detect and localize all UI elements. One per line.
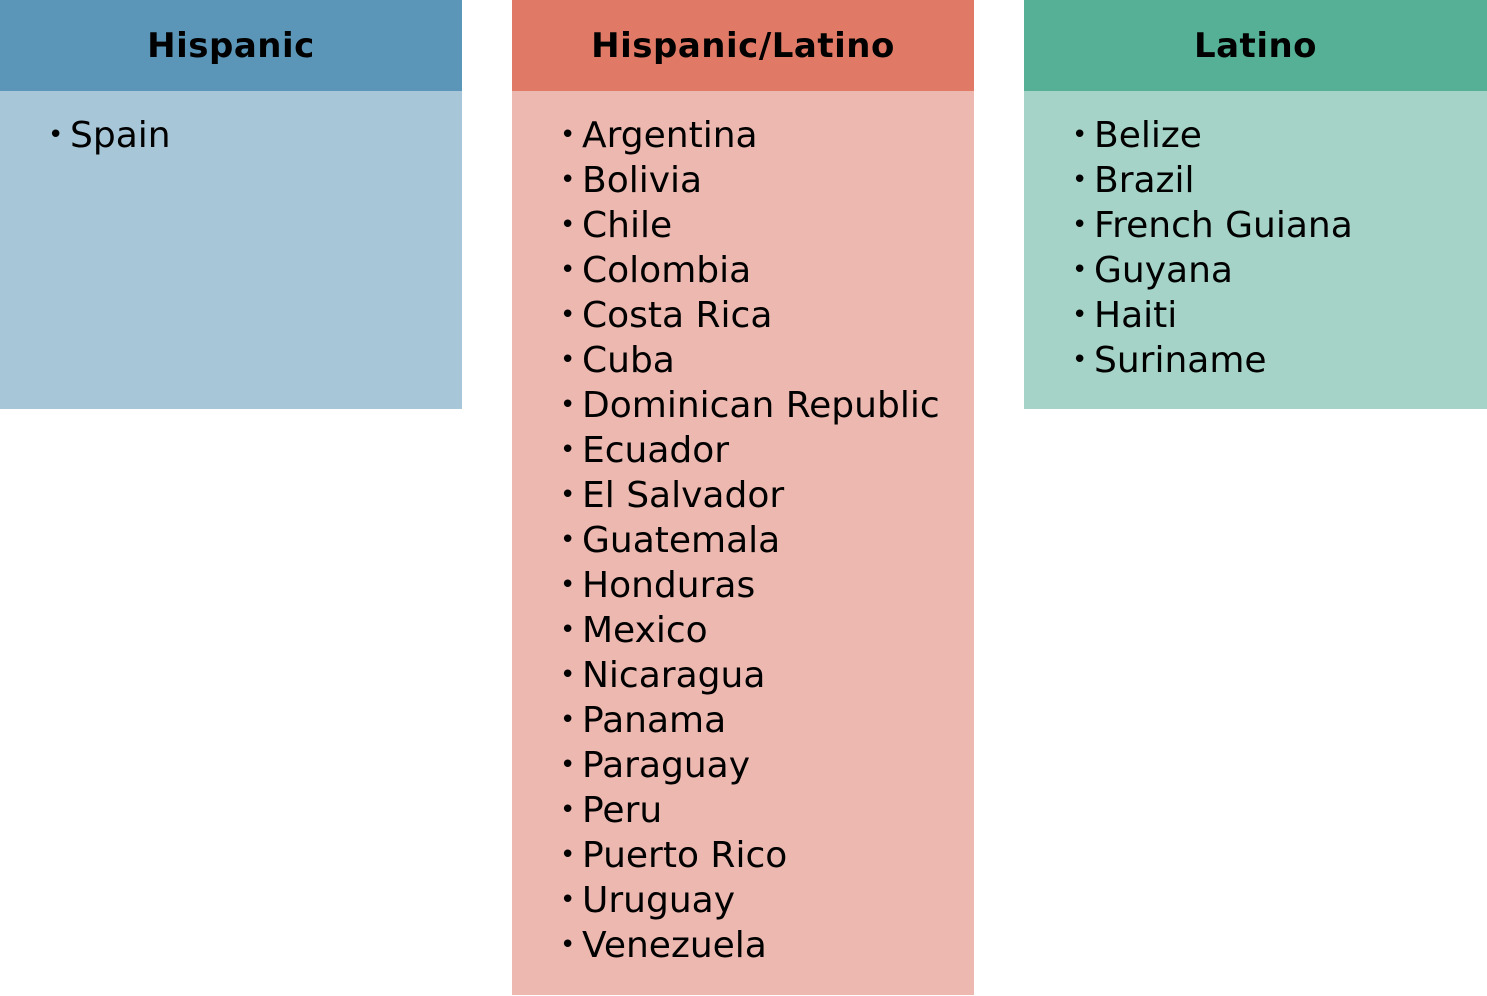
hispanic-column-body: • Spain bbox=[0, 91, 462, 409]
country-name: Puerto Rico bbox=[582, 835, 788, 876]
hispanic-latino-column-header: Hispanic/Latino bbox=[512, 0, 974, 91]
hispanic-column: Hispanic • Spain bbox=[0, 0, 462, 409]
country-list-item: • Argentina bbox=[560, 113, 974, 158]
hispanic-latino-column-body: • Argentina • Bolivia • Chile • Colombia • Costa … bbox=[512, 91, 974, 995]
latino-country-list: • Belize • Brazil • French Guiana • Guyana • Hait… bbox=[1072, 113, 1487, 383]
bullet-icon: • bbox=[560, 750, 576, 780]
bullet-icon: • bbox=[560, 480, 576, 510]
country-name: Peru bbox=[582, 790, 663, 831]
country-name: Guyana bbox=[1094, 250, 1233, 291]
country-name: El Salvador bbox=[582, 475, 785, 516]
latino-column-header: Latino bbox=[1024, 0, 1487, 91]
country-name: Ecuador bbox=[582, 430, 730, 471]
bullet-icon: • bbox=[1072, 255, 1088, 285]
country-name: Cuba bbox=[582, 340, 675, 381]
hispanic-latino-country-list: • Argentina • Bolivia • Chile • Colombia • Costa … bbox=[560, 113, 974, 968]
bullet-icon: • bbox=[1072, 165, 1088, 195]
bullet-icon: • bbox=[560, 120, 576, 150]
country-list-item: • Ecuador bbox=[560, 428, 974, 473]
country-list-item: • Belize bbox=[1072, 113, 1487, 158]
bullet-icon: • bbox=[560, 570, 576, 600]
country-name: Spain bbox=[70, 115, 171, 156]
country-name: French Guiana bbox=[1094, 205, 1353, 246]
country-list-item: • Colombia bbox=[560, 248, 974, 293]
country-list-item: • Spain bbox=[48, 113, 462, 158]
country-list-item: • Dominican Republic bbox=[560, 383, 974, 428]
bullet-icon: • bbox=[560, 210, 576, 240]
country-name: Mexico bbox=[582, 610, 708, 651]
country-list-item: • Costa Rica bbox=[560, 293, 974, 338]
bullet-icon: • bbox=[1072, 345, 1088, 375]
bullet-icon: • bbox=[560, 435, 576, 465]
bullet-icon: • bbox=[560, 345, 576, 375]
country-list-item: • Bolivia bbox=[560, 158, 974, 203]
country-name: Paraguay bbox=[582, 745, 751, 786]
country-name: Bolivia bbox=[582, 160, 703, 201]
bullet-icon: • bbox=[560, 660, 576, 690]
country-list-item: • Puerto Rico bbox=[560, 833, 974, 878]
country-list-item: • Cuba bbox=[560, 338, 974, 383]
country-name: Colombia bbox=[582, 250, 752, 291]
bullet-icon: • bbox=[560, 930, 576, 960]
latino-column: Latino • Belize • Brazil • French Guiana • Guya… bbox=[1024, 0, 1487, 409]
country-name: Venezuela bbox=[582, 925, 767, 966]
country-name: Dominican Republic bbox=[582, 385, 940, 426]
hispanic-latino-column: Hispanic/Latino • Argentina • Bolivia • Chile… bbox=[512, 0, 974, 995]
country-name: Chile bbox=[582, 205, 673, 246]
country-list-item: • Nicaragua bbox=[560, 653, 974, 698]
country-name: Brazil bbox=[1094, 160, 1195, 201]
country-list-item: • Paraguay bbox=[560, 743, 974, 788]
bullet-icon: • bbox=[1072, 210, 1088, 240]
bullet-icon: • bbox=[1072, 300, 1088, 330]
country-list-item: • Guyana bbox=[1072, 248, 1487, 293]
country-list-item: • Venezuela bbox=[560, 923, 974, 968]
bullet-icon: • bbox=[560, 615, 576, 645]
latino-column-body: • Belize • Brazil • French Guiana • Guyana • Hait… bbox=[1024, 91, 1487, 409]
bullet-icon: • bbox=[560, 390, 576, 420]
country-list-item: • El Salvador bbox=[560, 473, 974, 518]
bullet-icon: • bbox=[1072, 120, 1088, 150]
country-list-item: • Brazil bbox=[1072, 158, 1487, 203]
bullet-icon: • bbox=[560, 885, 576, 915]
country-list-item: • Mexico bbox=[560, 608, 974, 653]
country-list-item: • Guatemala bbox=[560, 518, 974, 563]
bullet-icon: • bbox=[48, 120, 64, 150]
bullet-icon: • bbox=[560, 840, 576, 870]
country-name: Belize bbox=[1094, 115, 1202, 156]
country-list-item: • Honduras bbox=[560, 563, 974, 608]
country-name: Uruguay bbox=[582, 880, 735, 921]
country-list-item: • Uruguay bbox=[560, 878, 974, 923]
country-name: Haiti bbox=[1094, 295, 1178, 336]
country-list-item: • French Guiana bbox=[1072, 203, 1487, 248]
country-list-item: • Panama bbox=[560, 698, 974, 743]
hispanic-column-header: Hispanic bbox=[0, 0, 462, 91]
country-name: Honduras bbox=[582, 565, 756, 606]
hispanic-country-list: • Spain bbox=[48, 113, 462, 158]
bullet-icon: • bbox=[560, 525, 576, 555]
country-name: Panama bbox=[582, 700, 727, 741]
country-list-item: • Chile bbox=[560, 203, 974, 248]
country-list-item: • Haiti bbox=[1072, 293, 1487, 338]
bullet-icon: • bbox=[560, 255, 576, 285]
bullet-icon: • bbox=[560, 300, 576, 330]
country-name: Costa Rica bbox=[582, 295, 773, 336]
bullet-icon: • bbox=[560, 705, 576, 735]
bullet-icon: • bbox=[560, 795, 576, 825]
country-list-item: • Peru bbox=[560, 788, 974, 833]
country-list-item: • Suriname bbox=[1072, 338, 1487, 383]
country-name: Nicaragua bbox=[582, 655, 766, 696]
country-name: Guatemala bbox=[582, 520, 781, 561]
country-name: Suriname bbox=[1094, 340, 1267, 381]
bullet-icon: • bbox=[560, 165, 576, 195]
country-name: Argentina bbox=[582, 115, 758, 156]
